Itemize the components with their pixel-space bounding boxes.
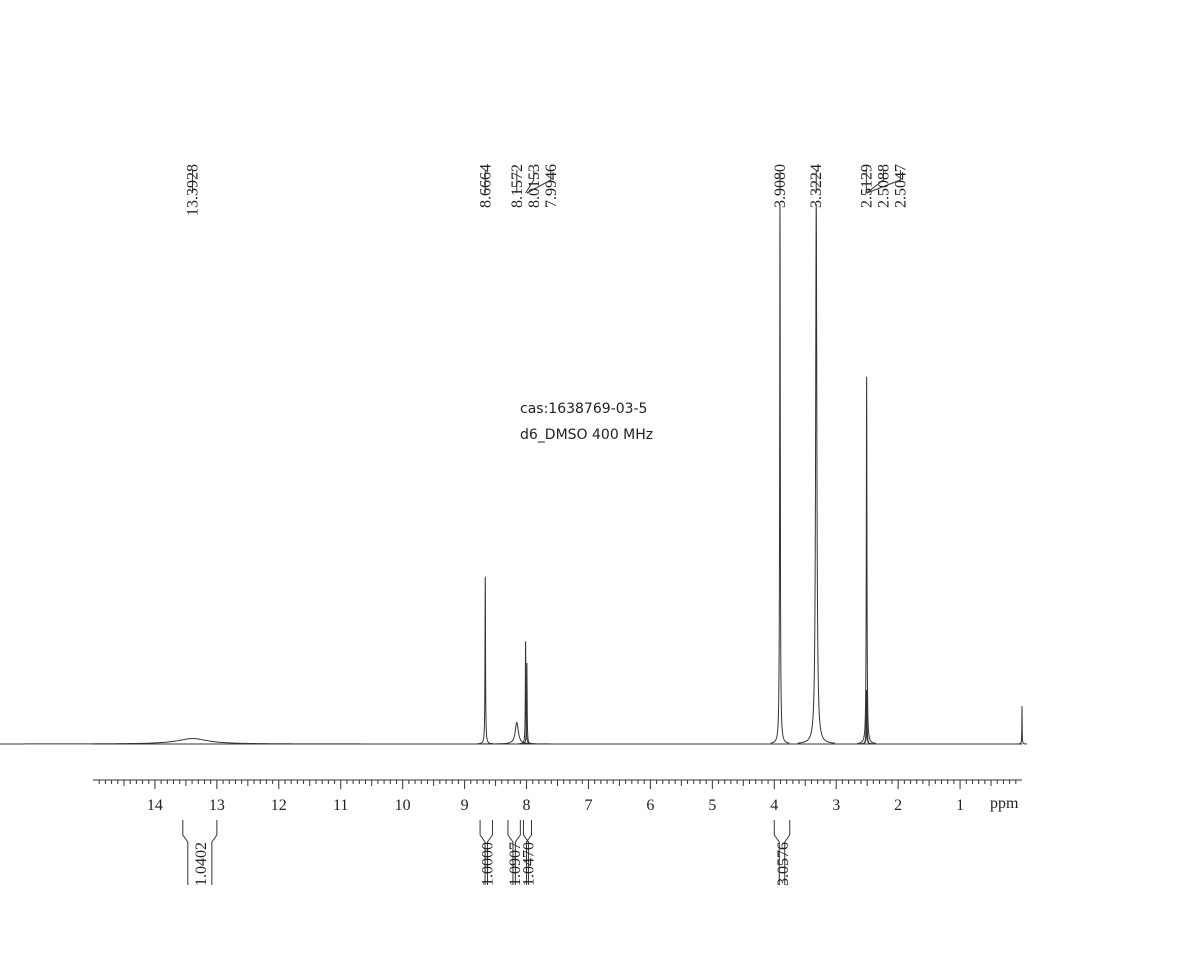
peak-label-leader (525, 170, 535, 194)
peak (1016, 706, 1028, 745)
peak (859, 689, 875, 745)
peak (0, 738, 658, 745)
x-tick-label: 12 (271, 797, 287, 814)
annotation: cas:1638769-03-5 (520, 401, 647, 417)
x-tick-label: 5 (708, 797, 716, 814)
integral-bracket (479, 820, 486, 885)
integral-label: 1.0000 (479, 842, 496, 886)
x-tick-label: 8 (523, 797, 531, 814)
x-tick-label: 13 (209, 797, 225, 814)
integral-label: 1.0470 (520, 842, 537, 886)
x-tick-label: 4 (770, 797, 778, 814)
peak (797, 203, 835, 744)
peak-label-leader (866, 170, 901, 194)
peak (477, 576, 494, 745)
peak-label-leader (526, 170, 552, 194)
integral-bracket (182, 820, 189, 885)
peak (770, 203, 790, 744)
integral-bracket (525, 820, 532, 885)
integral-bracket (514, 820, 521, 885)
peak-label: 2.5047 (892, 164, 909, 208)
x-tick-label: 1 (956, 797, 964, 814)
peak (857, 376, 876, 744)
x-tick-label: 7 (584, 797, 592, 814)
peak-label: 7.9946 (543, 164, 560, 208)
x-tick-label: 10 (395, 797, 411, 814)
peak (470, 721, 564, 745)
integral-bracket (784, 820, 791, 885)
x-tick-label: 9 (461, 797, 469, 814)
peak-label: 8.0153 (526, 164, 543, 208)
x-tick-label: 3 (832, 797, 840, 814)
integral-bracket (522, 820, 529, 885)
integral-label: 1.0402 (193, 842, 210, 886)
x-tick-label: 2 (894, 797, 902, 814)
peak (519, 662, 535, 745)
integral-bracket (773, 820, 780, 885)
peak-label-leader (866, 170, 884, 194)
x-tick-label: 11 (333, 797, 348, 814)
integral-label: 1.0907 (507, 842, 524, 886)
integral-bracket (211, 820, 218, 885)
x-tick-label: 14 (147, 797, 163, 814)
integral-bracket (486, 820, 493, 885)
integral-bracket (507, 820, 514, 885)
x-tick-label: 6 (646, 797, 654, 814)
x-axis-label: ppm (990, 795, 1019, 812)
peak (517, 641, 534, 745)
annotation: d6_DMSO 400 MHz (520, 427, 653, 443)
integral-label: 3.0576 (775, 842, 792, 886)
